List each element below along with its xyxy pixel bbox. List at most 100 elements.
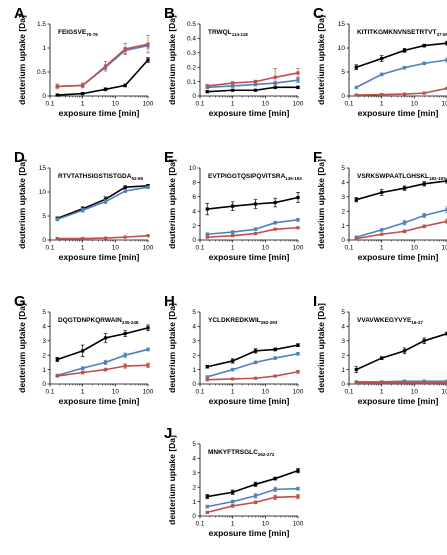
x-tick-label: 10 xyxy=(112,101,120,108)
data-point xyxy=(253,482,258,486)
y-axis-title: deuterium uptake [Da] xyxy=(167,435,177,525)
data-point xyxy=(55,84,59,88)
data-point xyxy=(253,227,258,231)
data-point xyxy=(445,86,447,90)
y-tick-label: 0.5 xyxy=(37,69,46,76)
series-red xyxy=(55,35,150,90)
data-point xyxy=(253,80,258,84)
data-point xyxy=(205,505,209,509)
x-axis-title: exposure time [min] xyxy=(358,396,439,406)
data-point xyxy=(55,236,59,241)
data-point xyxy=(422,380,426,385)
y-tick-label: 0 xyxy=(42,381,46,388)
y-axis-title: deuterium uptake [Da] xyxy=(316,15,326,105)
data-point xyxy=(81,366,85,370)
y-tick-label: 6 xyxy=(192,194,196,201)
x-tick-label: 10 xyxy=(411,389,419,396)
x-axis-title: exposure time [min] xyxy=(209,108,290,118)
y-tick-label: 5 xyxy=(341,69,345,76)
series-line-red xyxy=(57,234,149,240)
data-point xyxy=(296,352,300,356)
data-point xyxy=(422,182,426,186)
x-tick-label: 100 xyxy=(143,101,154,108)
series-red xyxy=(55,362,150,378)
y-tick-label: 0.5 xyxy=(187,21,196,28)
data-point xyxy=(402,186,407,190)
y-tick-label: 15 xyxy=(39,165,47,172)
x-tick-label: 0.1 xyxy=(195,245,204,252)
peptide-range: 52-69 xyxy=(131,176,143,181)
data-point xyxy=(402,380,407,385)
data-point xyxy=(354,368,358,372)
x-tick-label: 0.1 xyxy=(45,245,54,252)
y-tick-label: 0 xyxy=(42,93,46,100)
panel-letter: E xyxy=(164,149,174,166)
data-point xyxy=(123,47,127,51)
data-point xyxy=(253,349,258,353)
data-point xyxy=(55,357,59,362)
y-tick-label: 0 xyxy=(192,513,196,520)
data-point xyxy=(296,218,300,222)
x-axis-title: exposure time [min] xyxy=(209,396,290,406)
data-point xyxy=(380,72,384,76)
x-tick-label: 0.1 xyxy=(45,101,54,108)
data-point xyxy=(205,235,209,239)
x-tick-label: 100 xyxy=(293,521,304,528)
y-tick-label: 10 xyxy=(189,165,197,172)
x-tick-label: 1 xyxy=(380,245,384,252)
y-tick-label: 8 xyxy=(192,180,196,187)
data-point xyxy=(422,224,426,228)
x-tick-label: 10 xyxy=(262,245,270,252)
series-black xyxy=(55,57,150,97)
y-tick-label: 5 xyxy=(341,309,345,316)
x-axis-title: exposure time [min] xyxy=(59,252,140,262)
peptide-range: 37-55 xyxy=(436,32,447,37)
panel-I: I VVAVWKEGYVYE16-27 0 1 2 3 4 5 0.1 1 10 100exposur… xyxy=(313,293,447,406)
panel-letter: G xyxy=(14,293,26,310)
y-tick-label: 5 xyxy=(341,165,345,172)
series-line-red xyxy=(356,87,447,96)
y-axis-title: deuterium uptake [Da] xyxy=(17,303,27,393)
data-point xyxy=(273,347,277,352)
data-point xyxy=(55,93,59,97)
data-point xyxy=(205,90,209,94)
data-point xyxy=(354,93,358,97)
panel-H: H YCLDKREDKWIL282-293 0 1 2 3 4 5 0.1 1 10 100expos… xyxy=(164,293,304,406)
series-line-black xyxy=(207,86,298,93)
y-tick-label: 5 xyxy=(42,309,46,316)
y-tick-label: 4 xyxy=(192,324,196,331)
data-point xyxy=(55,217,59,221)
data-point xyxy=(81,236,85,241)
x-tick-label: 1 xyxy=(81,389,85,396)
data-point xyxy=(205,84,209,88)
data-point xyxy=(273,495,277,499)
x-tick-label: 0.1 xyxy=(45,389,54,396)
series-black xyxy=(354,178,447,203)
data-point xyxy=(296,370,300,374)
peptide-range: 282-293 xyxy=(261,320,278,325)
peptide-label: TRWQL114-118 xyxy=(208,29,248,37)
series-blue xyxy=(354,206,447,239)
data-point xyxy=(422,61,426,65)
x-tick-label: 10 xyxy=(262,101,270,108)
data-point xyxy=(123,332,127,336)
peptide-range: 114-118 xyxy=(232,32,249,37)
x-tick-label: 100 xyxy=(293,245,304,252)
series-line-black xyxy=(356,42,447,68)
data-point xyxy=(380,380,384,385)
x-tick-label: 1 xyxy=(380,389,384,396)
y-axis-title: deuterium uptake [Da] xyxy=(167,159,177,249)
series-black xyxy=(354,331,447,373)
data-point xyxy=(103,336,108,340)
panel-F: F VSRKSWPAATLGHSKL182-197 0 1 2 3 4 5 0.1 1 10 100e… xyxy=(313,149,447,262)
data-point xyxy=(445,208,447,212)
data-point xyxy=(231,377,235,381)
y-axis-title: deuterium uptake [Da] xyxy=(167,15,177,105)
data-point xyxy=(402,66,407,70)
data-point xyxy=(231,81,235,85)
data-point xyxy=(273,227,277,231)
peptide-label: RTVTATHSIGSTISTGDA52-69 xyxy=(58,173,143,181)
data-point xyxy=(296,226,300,230)
y-tick-label: 2 xyxy=(192,223,196,230)
